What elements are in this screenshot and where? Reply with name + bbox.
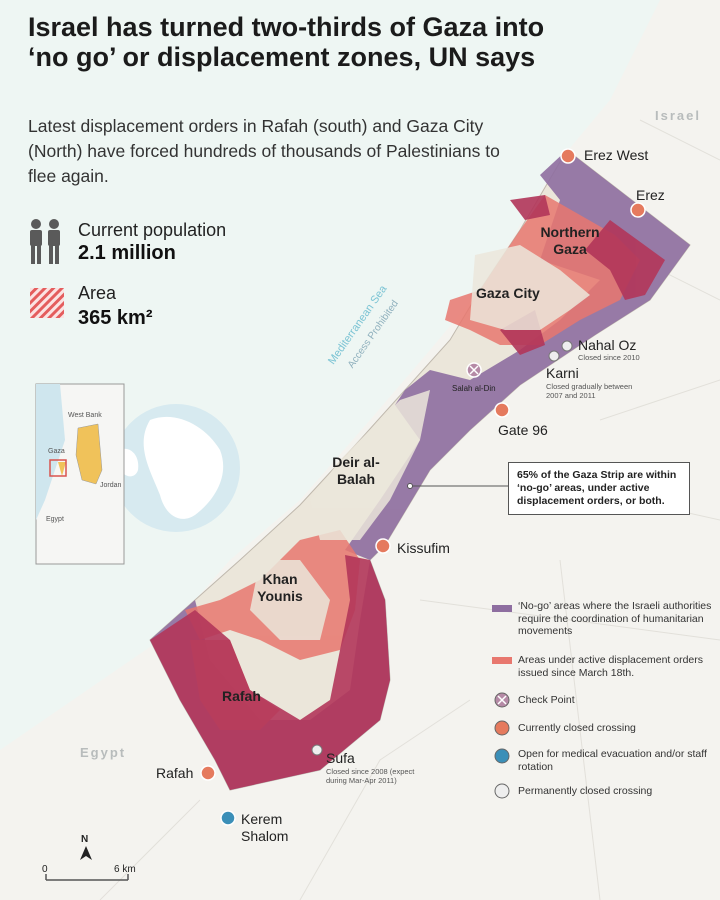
city-label-rafah: Rafah xyxy=(222,688,261,704)
legend-label: ‘No-go’ areas where the Israeli authorit… xyxy=(518,600,712,637)
marker-rafah[interactable] xyxy=(200,765,216,781)
population-label: Current population xyxy=(78,220,227,240)
legend-item-displacement: Areas under active displacement orders i… xyxy=(518,654,712,679)
population-value: 2.1 million xyxy=(78,242,176,264)
city-label-deir-al-balah: Deir al-Balah xyxy=(326,454,386,488)
city-label-gaza-city: Gaza City xyxy=(476,285,540,301)
legend-swatches xyxy=(492,605,512,799)
legend-item-permanent: Permanently closed crossing xyxy=(518,785,712,798)
note-sufa: Closed since 2008 (expect during Mar-Apr… xyxy=(326,767,415,785)
marker-karni[interactable] xyxy=(548,350,560,362)
scale-start-label: 0 xyxy=(42,864,48,875)
north-arrow-label: N xyxy=(81,834,89,845)
marker-nahal-oz[interactable] xyxy=(561,340,573,352)
label-erez-west: Erez West xyxy=(584,147,649,163)
label-kerem-shalom: Kerem Shalom xyxy=(241,811,301,845)
legend-label: Check Point xyxy=(518,694,575,706)
label-karni: Karni xyxy=(546,365,579,381)
country-label-israel: Israel xyxy=(655,108,701,123)
legend-label: Open for medical evacuation and/or staff… xyxy=(518,748,707,773)
label-salah-al-din: Salah al-Din xyxy=(452,384,496,393)
label-sufa: Sufa xyxy=(326,750,355,766)
legend-item-closed: Currently closed crossing xyxy=(518,722,712,735)
city-name: Khan Younis xyxy=(257,571,303,604)
label-kissufim: Kissufim xyxy=(397,540,450,556)
page-subtitle: Latest displacement orders in Rafah (sou… xyxy=(28,116,500,186)
inset-label-gaza: Gaza xyxy=(48,448,65,455)
note-karni: Closed gradually between 2007 and 2011 xyxy=(546,382,633,400)
marker-gate-96[interactable] xyxy=(494,402,510,418)
crossing-markers xyxy=(200,148,646,826)
legend-label: Areas under active displacement orders i… xyxy=(518,654,704,679)
legend-item-medical: Open for medical evacuation and/or staff… xyxy=(518,748,712,773)
city-label-northern-gaza: Northern Gaza xyxy=(536,224,604,258)
area-value: 365 km² xyxy=(78,307,153,329)
page-title: Israel has turned two-thirds of Gaza int… xyxy=(28,12,545,72)
population-icon xyxy=(30,219,60,264)
city-label-khan-younis: Khan Younis xyxy=(254,571,306,605)
callout-dot xyxy=(407,483,413,489)
city-cores xyxy=(250,245,590,640)
callout-box: 65% of the Gaza Strip are within ‘no-go’… xyxy=(508,462,690,515)
scale-bar xyxy=(45,846,129,881)
inset-map xyxy=(35,383,125,565)
city-name: Deir al-Balah xyxy=(332,454,380,487)
inset-label-west-bank: West Bank xyxy=(68,412,102,419)
country-label-egypt: Egypt xyxy=(80,745,127,760)
area-hatch-icon xyxy=(30,288,64,318)
marker-kissufim[interactable] xyxy=(375,538,391,554)
marker-sufa[interactable] xyxy=(311,744,323,756)
label-nahal-oz: Nahal Oz xyxy=(578,337,637,353)
label-erez: Erez xyxy=(636,187,665,203)
checkpoint-x-icon xyxy=(469,365,479,375)
note-nahal-oz: Closed since 2010 xyxy=(578,353,640,362)
marker-erez-west[interactable] xyxy=(560,148,576,164)
city-name: Northern Gaza xyxy=(540,224,600,257)
marker-kerem-shalom[interactable] xyxy=(220,810,236,826)
globe xyxy=(112,404,240,532)
scale-end-label: 6 km xyxy=(114,864,136,875)
legend-item-no-go: ‘No-go’ areas where the Israeli authorit… xyxy=(518,600,712,638)
inset-label-egypt: Egypt xyxy=(46,516,64,523)
inset-label-jordan: Jordan xyxy=(100,482,122,489)
marker-erez[interactable] xyxy=(630,202,646,218)
crossing-name: Kerem Shalom xyxy=(241,811,289,844)
area-label: Area xyxy=(78,283,117,303)
legend-label: Currently closed crossing xyxy=(518,722,636,734)
label-rafah-crossing: Rafah xyxy=(156,765,194,781)
legend-item-checkpoint: Check Point xyxy=(518,694,712,707)
label-gate-96: Gate 96 xyxy=(498,422,548,438)
overlap-areas xyxy=(150,195,665,790)
legend-label: Permanently closed crossing xyxy=(518,785,653,797)
